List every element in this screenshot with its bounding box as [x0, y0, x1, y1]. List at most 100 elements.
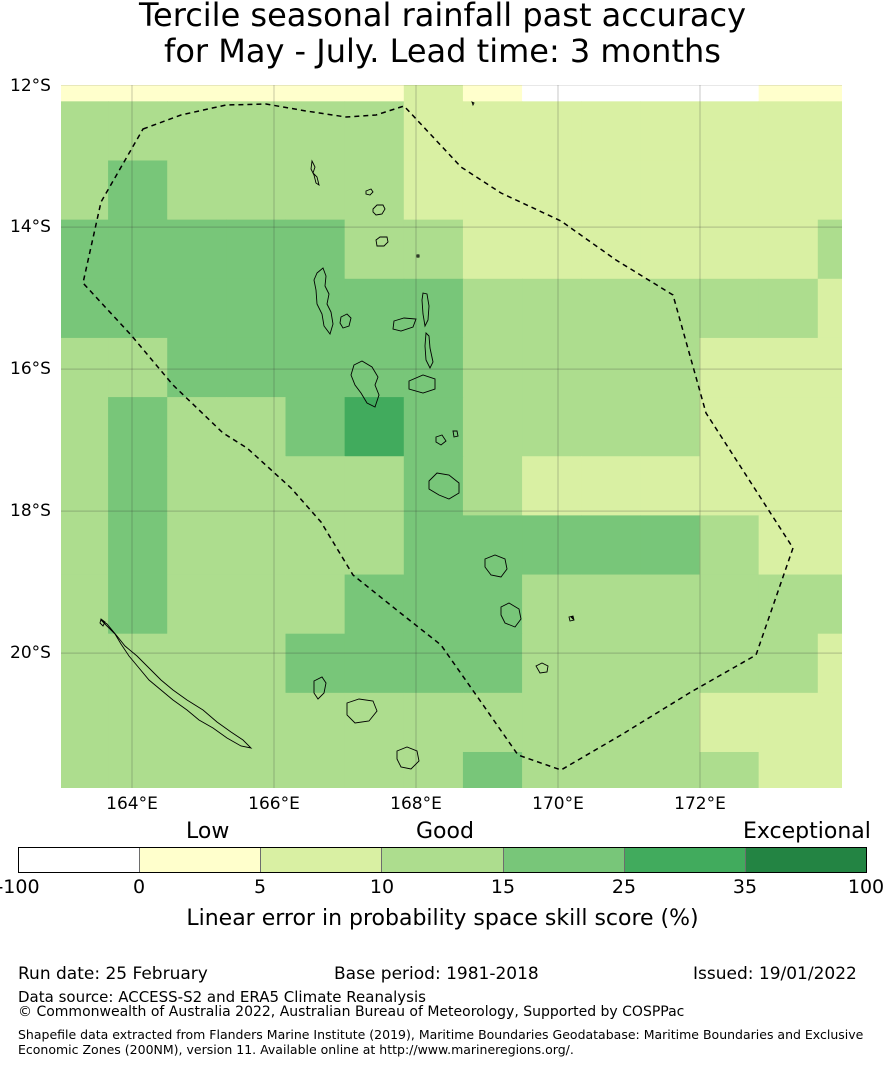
skill-cell: [581, 515, 641, 576]
skill-cell: [758, 515, 819, 576]
skill-cell: [581, 751, 641, 788]
legend-tick: 10: [369, 876, 395, 898]
skill-cell: [758, 692, 819, 753]
skill-cell: [817, 397, 842, 457]
skill-cell: [522, 85, 582, 102]
lat-label-12s: 12°S: [10, 76, 51, 96]
skill-cell: [108, 397, 168, 457]
island-shepherd: [452, 430, 459, 438]
skill-cell: [344, 456, 405, 516]
lon-label-172e: 172°E: [674, 794, 726, 814]
colorbar-segment: [382, 848, 504, 872]
lon-label-164e: 164°E: [106, 794, 158, 814]
skill-cell: [403, 160, 464, 221]
skill-cell: [403, 574, 464, 635]
island-pentecost: [424, 331, 434, 370]
skill-cell: [61, 692, 109, 753]
skill-cell: [758, 397, 819, 457]
skill-cell: [699, 633, 760, 694]
skill-cell: [403, 219, 464, 280]
skill-cell: [108, 456, 168, 516]
skill-cell: [817, 85, 842, 102]
graticule: [61, 85, 842, 788]
legend-tick: 100: [847, 876, 885, 898]
island-torres: [310, 159, 320, 187]
skill-cell: [226, 515, 287, 576]
skill-cell: [167, 160, 227, 221]
skill-cell: [108, 85, 168, 102]
island-erromango: [484, 554, 508, 578]
skill-cell: [285, 692, 346, 753]
skill-cell: [462, 633, 523, 694]
skill-cell: [462, 85, 523, 102]
skill-cell: [61, 160, 109, 221]
skill-cell: [817, 515, 842, 576]
skill-cell: [167, 278, 227, 339]
skill-cell: [108, 219, 168, 280]
skill-cell: [758, 85, 819, 102]
skill-cell: [522, 397, 582, 457]
skill-cell: [108, 574, 168, 635]
skill-cell: [758, 751, 819, 788]
skill-cell: [699, 456, 760, 516]
skill-cell: [285, 397, 346, 457]
skill-cell: [108, 160, 168, 221]
skill-cell: [462, 692, 523, 753]
skill-cell: [226, 456, 287, 516]
skill-cell: [462, 574, 523, 635]
skill-cell: [285, 456, 346, 516]
lon-label-166e: 166°E: [248, 794, 300, 814]
skill-cell: [758, 160, 819, 221]
skill-cell: [462, 160, 523, 221]
skill-cell: [581, 692, 641, 753]
skill-cell: [522, 337, 582, 398]
rainfall-skill-map: [61, 85, 842, 788]
legend-tick: 0: [132, 876, 146, 898]
skill-cell: [522, 692, 582, 753]
skill-cell: [817, 456, 842, 516]
skill-cell: [403, 101, 464, 161]
skill-cell: [462, 337, 523, 398]
skill-cell: [640, 85, 701, 102]
skill-cell: [699, 397, 760, 457]
island-ambrym: [408, 374, 436, 394]
map-title-line2: for May - July. Lead time: 3 months: [164, 32, 721, 70]
legend-colorbar: [18, 847, 867, 873]
skill-cell: [699, 751, 760, 788]
skill-cell: [403, 85, 464, 102]
island-banks-3: [375, 236, 389, 247]
skill-cell: [344, 397, 405, 457]
skill-cell: [344, 751, 405, 788]
skill-cell: [522, 219, 582, 280]
skill-cell: [344, 219, 405, 280]
island-epi: [435, 434, 447, 446]
skill-cell: [344, 101, 405, 161]
skill-cell: [699, 692, 760, 753]
skill-cell: [61, 574, 109, 635]
skill-cell: [699, 160, 760, 221]
skill-grid: [61, 85, 842, 788]
island-futuna: [568, 615, 575, 622]
skill-cell: [522, 456, 582, 516]
skill-cell: [522, 515, 582, 576]
island-aneityum: [535, 662, 549, 674]
skill-cell: [167, 456, 227, 516]
colorbar-segment: [19, 848, 141, 872]
island-tanna: [500, 602, 522, 628]
island-loyalty-ouvea: [313, 676, 327, 700]
skill-cell: [699, 515, 760, 576]
skill-cell: [522, 278, 582, 339]
base-period: Base period: 1981-2018: [334, 964, 539, 984]
skill-cell: [108, 692, 168, 753]
skill-cell: [640, 751, 701, 788]
legend-category-low: Low: [186, 819, 230, 844]
skill-cell: [581, 456, 641, 516]
skill-cell: [462, 515, 523, 576]
skill-cell: [640, 101, 701, 161]
skill-cell: [61, 515, 109, 576]
skill-cell: [61, 337, 109, 398]
skill-cell: [581, 397, 641, 457]
skill-cell: [167, 515, 227, 576]
colorbar-segment: [745, 848, 866, 872]
skill-cell: [108, 278, 168, 339]
